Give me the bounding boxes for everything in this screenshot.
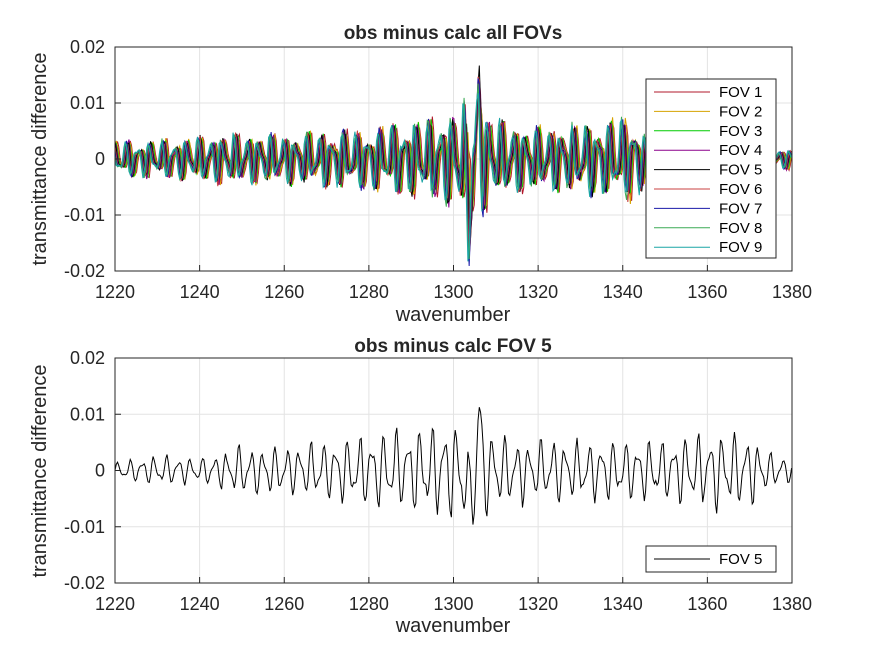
x-tick-label: 1280 [349,282,389,302]
y-tick-label: -0.01 [64,517,105,537]
top-y-axis-label: transmittance difference [29,52,51,265]
x-tick-label: 1320 [518,594,558,614]
bottom-x-axis-label: wavenumber [395,615,511,637]
legend-label: FOV 5 [719,551,762,568]
legend-label: FOV 9 [719,239,762,256]
legend-label: FOV 2 [719,103,762,120]
x-tick-label: 1380 [772,594,812,614]
x-tick-label: 1360 [687,282,727,302]
bottom-ticks: 1220 1240 1260 1280 1300 1320 1340 1360 1380 -0.0… [64,348,812,614]
x-tick-label: 1260 [264,282,304,302]
bottom-chart-title: obs minus calc FOV 5 [354,336,552,357]
y-tick-label: 0 [95,149,105,169]
bottom-y-axis-label: transmittance difference [29,364,51,577]
top-legend: FOV 1 FOV 2 FOV 3 FOV 4 FOV 5 FOV 6 FOV 7 FOV 8… [645,78,777,259]
top-ticks: 1220 1240 1260 1280 1300 1320 1340 1360 1380 -0.0… [64,37,812,302]
x-tick-label: 1280 [349,594,389,614]
y-tick-label: 0.01 [70,93,105,113]
legend-label: FOV 6 [719,181,762,198]
series-line-fov-5 [114,407,793,525]
legend-label: FOV 7 [719,200,762,217]
legend-label: FOV 4 [719,142,762,159]
bottom-panel: obs minus calc FOV 5 1220 1240 1260 1280 130… [29,336,812,637]
y-tick-label: 0 [95,461,105,481]
y-tick-label: 0.02 [70,348,105,368]
x-tick-label: 1260 [264,594,304,614]
x-tick-label: 1340 [603,282,643,302]
top-chart-title: obs minus calc all FOVs [344,23,563,44]
bottom-series-group [114,407,793,525]
y-tick-label: -0.02 [64,261,105,281]
y-tick-label: -0.01 [64,205,105,225]
x-tick-label: 1220 [95,282,135,302]
top-panel: obs minus calc all FOVs 1220 1240 1260 1280… [29,23,812,326]
bottom-legend-items: FOV 5 [654,551,762,568]
x-tick-label: 1340 [603,594,643,614]
top-legend-items: FOV 1 FOV 2 FOV 3 FOV 4 FOV 5 FOV 6 FOV 7 FOV 8… [654,84,762,256]
bottom-legend: FOV 5 [645,545,777,573]
x-tick-label: 1300 [433,282,473,302]
x-tick-label: 1320 [518,282,558,302]
x-tick-label: 1380 [772,282,812,302]
legend-label: FOV 5 [719,162,762,179]
legend-label: FOV 3 [719,123,762,140]
x-tick-label: 1220 [95,594,135,614]
legend-label: FOV 8 [719,220,762,237]
y-tick-label: -0.02 [64,573,105,593]
x-tick-label: 1240 [180,282,220,302]
x-tick-label: 1300 [433,594,473,614]
legend-label: FOV 1 [719,84,762,101]
y-tick-label: 0.02 [70,37,105,57]
y-tick-label: 0.01 [70,404,105,424]
top-x-axis-label: wavenumber [395,304,511,326]
x-tick-label: 1240 [180,594,220,614]
x-tick-label: 1360 [687,594,727,614]
